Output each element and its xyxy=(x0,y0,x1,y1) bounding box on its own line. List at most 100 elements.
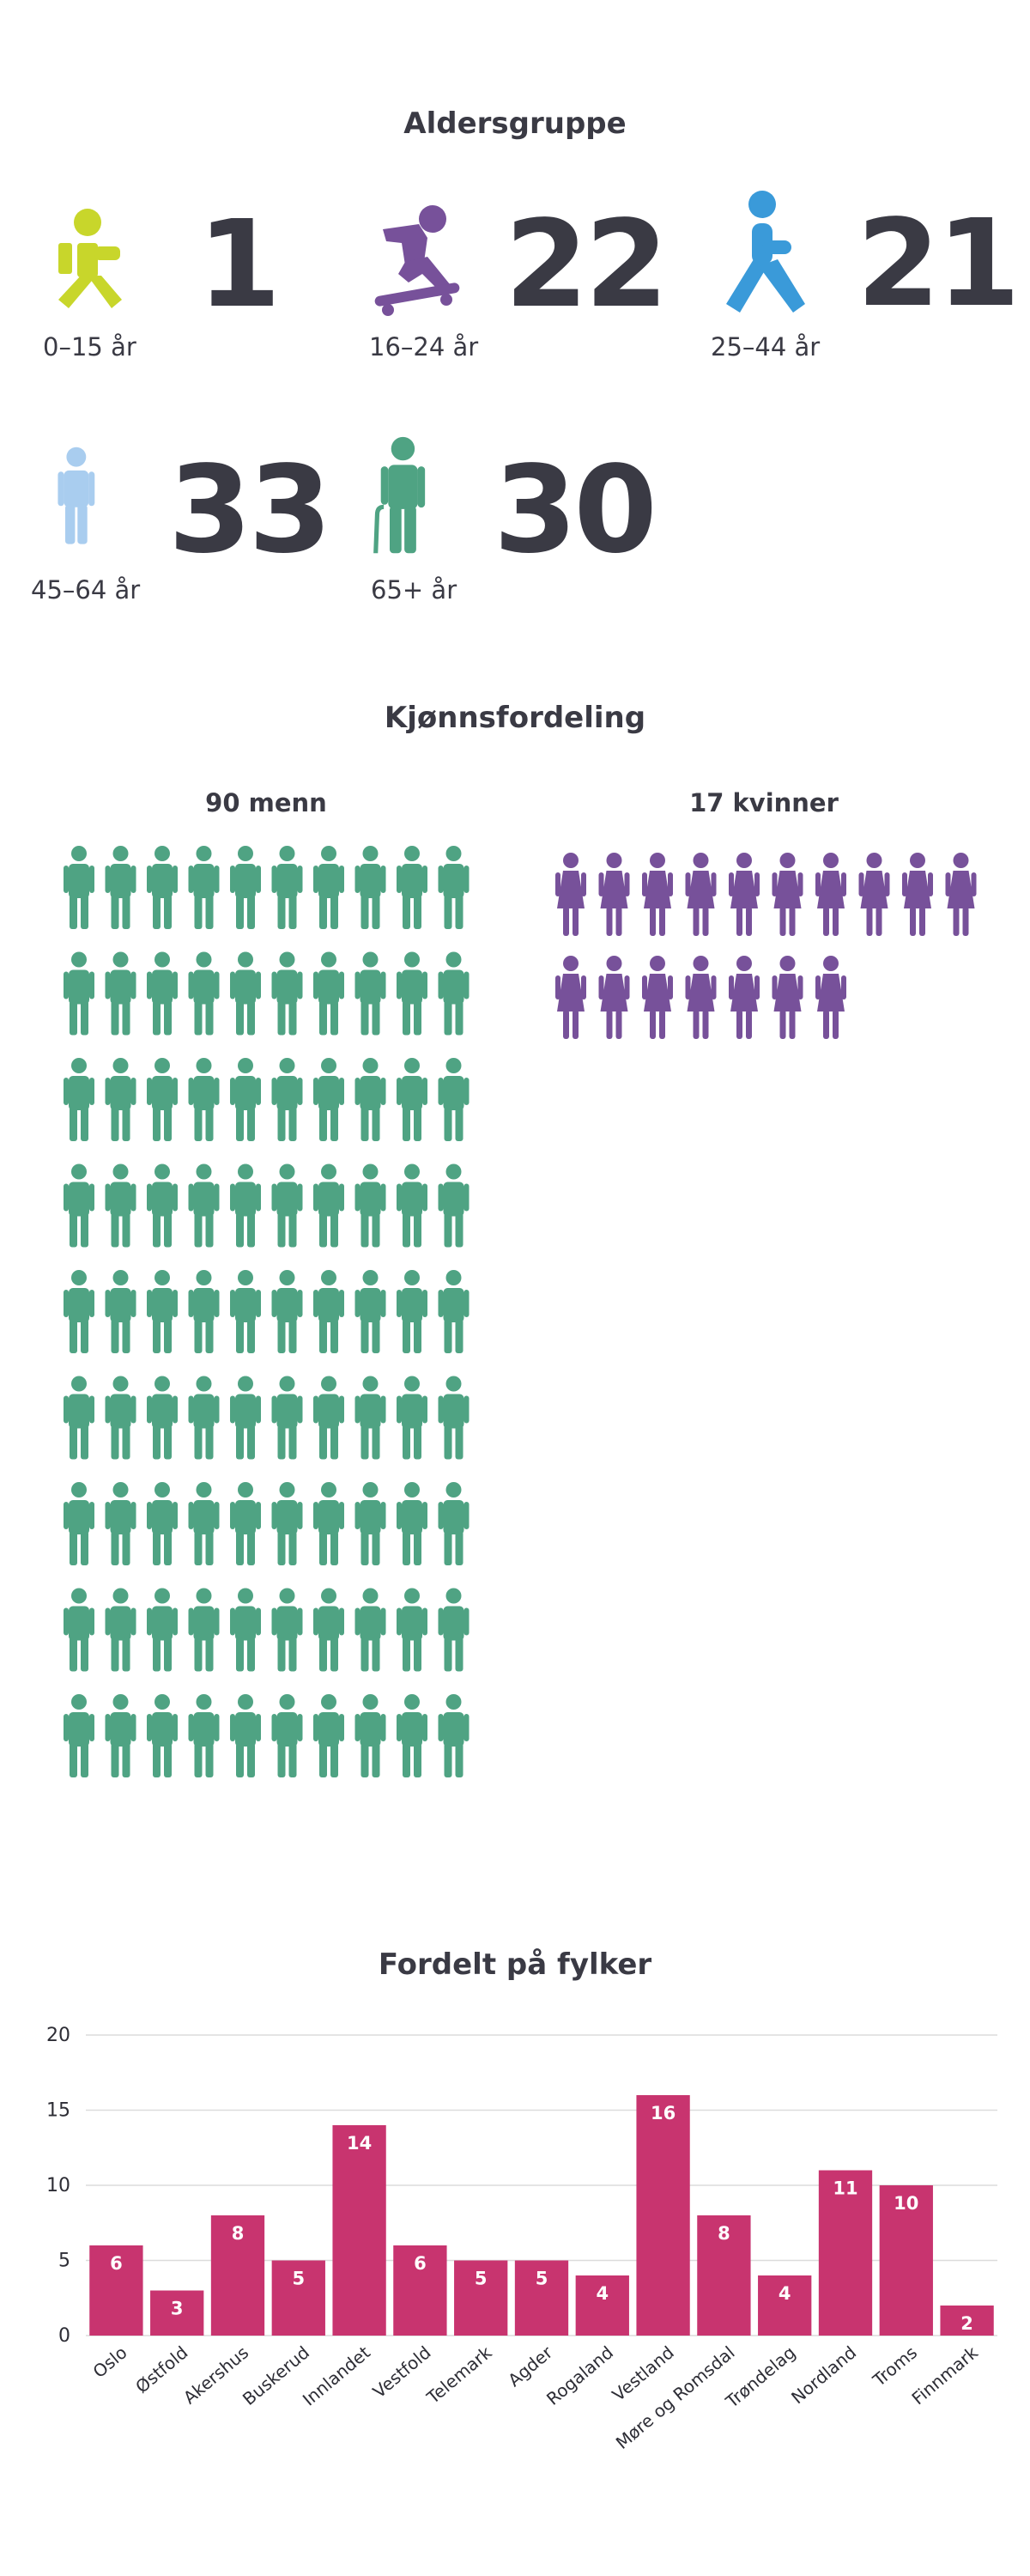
x-tick-label: Telemark xyxy=(422,2342,496,2408)
age-count: 33 xyxy=(168,440,332,580)
woman-icon xyxy=(598,956,630,1039)
man-icon xyxy=(230,1376,261,1460)
man-icon xyxy=(147,1270,178,1353)
man-icon xyxy=(188,1482,220,1565)
bar-value-label: 5 xyxy=(475,2269,488,2289)
man-icon xyxy=(105,1588,136,1672)
woman-icon xyxy=(858,853,890,936)
man-icon xyxy=(230,1270,261,1353)
man-icon xyxy=(354,951,386,1036)
women-pictogram-grid xyxy=(555,853,977,1039)
man-icon xyxy=(313,951,344,1036)
men-pictogram-grid xyxy=(64,846,470,1777)
man-icon xyxy=(105,1376,136,1460)
man-icon xyxy=(147,1058,178,1141)
man-icon xyxy=(271,1270,303,1353)
age-count: 21 xyxy=(857,194,1021,334)
age-label: 65+ år xyxy=(371,575,457,605)
x-tick-label: Finnmark xyxy=(908,2342,983,2409)
man-icon xyxy=(438,1058,470,1141)
man-icon xyxy=(147,951,178,1036)
woman-icon xyxy=(902,853,933,936)
x-tick-label: Troms xyxy=(868,2342,921,2391)
woman-icon xyxy=(685,956,717,1039)
man-icon xyxy=(313,1376,344,1460)
age-label: 16–24 år xyxy=(369,332,479,361)
y-tick-label: 5 xyxy=(58,2251,70,2272)
bar xyxy=(636,2095,690,2336)
x-tick-label: Innlandet xyxy=(299,2342,374,2409)
bar xyxy=(575,2275,629,2336)
man-icon xyxy=(64,1588,94,1672)
man-icon xyxy=(313,1058,344,1141)
man-icon xyxy=(354,1694,386,1777)
y-tick-label: 10 xyxy=(46,2175,70,2196)
man-icon xyxy=(397,1270,427,1353)
man-icon xyxy=(313,846,344,929)
woman-icon xyxy=(815,853,846,936)
man-icon xyxy=(397,1376,427,1460)
bar xyxy=(697,2215,751,2336)
y-tick-label: 15 xyxy=(46,2100,70,2122)
bar-value-label: 3 xyxy=(171,2299,184,2319)
bar xyxy=(271,2260,325,2336)
man-icon xyxy=(271,846,303,929)
man-icon xyxy=(397,846,427,929)
x-tick-label: Agder xyxy=(504,2342,557,2391)
man-icon xyxy=(147,846,178,929)
woman-icon xyxy=(772,956,803,1039)
man-icon xyxy=(105,1482,136,1565)
elderly-person-with-cane-icon xyxy=(373,436,426,554)
man-icon xyxy=(105,951,136,1036)
man-icon xyxy=(188,1694,220,1777)
child-sitting-icon xyxy=(58,209,122,308)
man-icon xyxy=(354,1482,386,1565)
bar-value-label: 5 xyxy=(292,2269,305,2289)
man-icon xyxy=(271,1588,303,1672)
man-icon xyxy=(438,846,470,929)
skateboarder-icon xyxy=(374,205,460,316)
man-icon xyxy=(188,1588,220,1672)
bar-value-label: 10 xyxy=(894,2193,918,2214)
man-icon xyxy=(397,1163,427,1248)
man-icon xyxy=(354,846,386,929)
man-icon xyxy=(313,1163,344,1248)
age-label: 0–15 år xyxy=(43,332,136,361)
man-icon xyxy=(64,1694,94,1777)
age-section-title: Aldersgruppe xyxy=(403,106,627,141)
man-icon xyxy=(230,846,261,929)
bar xyxy=(393,2245,447,2336)
man-icon xyxy=(64,1482,94,1565)
y-tick-label: 0 xyxy=(58,2325,70,2347)
bar-value-label: 16 xyxy=(651,2103,676,2123)
man-icon xyxy=(188,1270,220,1353)
y-tick-label: 20 xyxy=(46,2025,70,2046)
bar-value-label: 2 xyxy=(960,2313,973,2334)
x-tick-label: Nordland xyxy=(787,2342,860,2408)
man-icon xyxy=(105,1270,136,1353)
woman-icon xyxy=(642,853,673,936)
bar-value-label: 8 xyxy=(232,2223,245,2244)
man-icon xyxy=(147,1588,178,1672)
man-icon xyxy=(147,1694,178,1777)
man-icon xyxy=(188,1058,220,1141)
woman-icon xyxy=(598,853,630,936)
standing-person-icon xyxy=(58,447,95,544)
man-icon xyxy=(271,1376,303,1460)
bar xyxy=(879,2185,933,2336)
bar-value-label: 4 xyxy=(779,2283,791,2304)
man-icon xyxy=(397,1482,427,1565)
man-icon xyxy=(271,1482,303,1565)
bar-value-label: 14 xyxy=(347,2133,372,2154)
man-icon xyxy=(271,951,303,1036)
man-icon xyxy=(313,1588,344,1672)
women-count-label: 17 kvinner xyxy=(689,788,839,817)
man-icon xyxy=(354,1058,386,1141)
man-icon xyxy=(438,1588,470,1672)
man-icon xyxy=(147,1163,178,1248)
man-icon xyxy=(230,1694,261,1777)
bar xyxy=(332,2125,386,2336)
age-label: 25–44 år xyxy=(711,332,821,361)
woman-icon xyxy=(555,853,586,936)
bar xyxy=(210,2215,265,2336)
